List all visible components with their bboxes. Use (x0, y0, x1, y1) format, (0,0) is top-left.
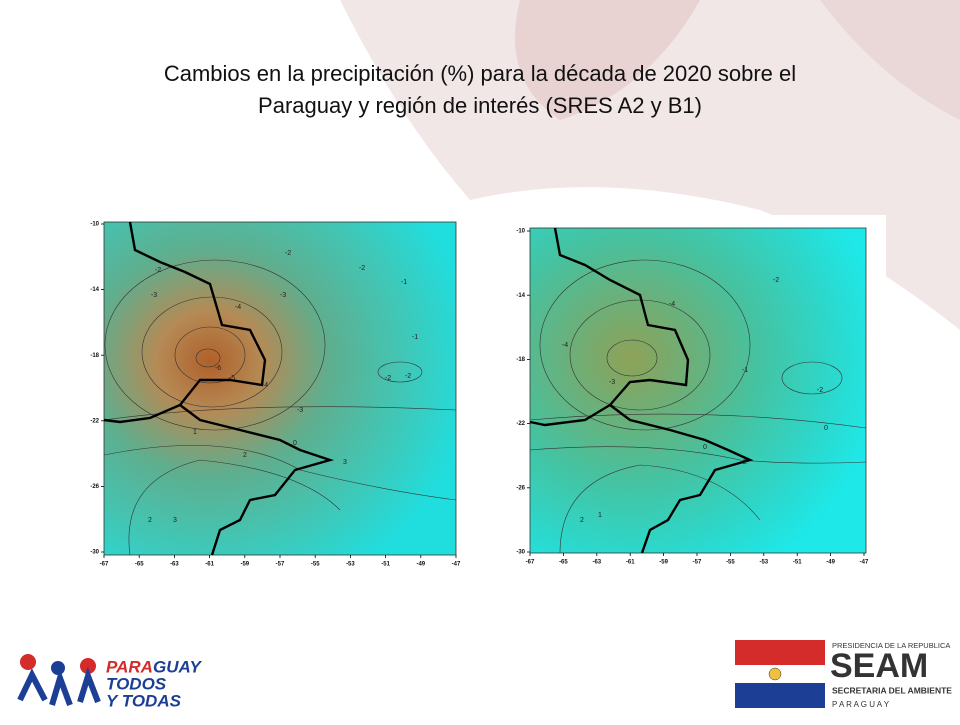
y-tick-label: -26 (90, 484, 99, 490)
x-tick-label: -55 (311, 562, 320, 568)
contour-label: 2 (743, 459, 747, 466)
contour-label: -3 (609, 379, 615, 386)
logo-text: P A R A G U A Y (832, 700, 890, 709)
logo-text: PARA (106, 657, 153, 676)
contour-label: -4 (262, 382, 268, 389)
logo-text: GUAY (153, 657, 203, 676)
contour-label: -4 (235, 304, 241, 311)
x-tick-label: -65 (559, 560, 568, 566)
contour-label: -4 (669, 301, 675, 308)
contour-label: -5 (229, 375, 235, 382)
contour-label: 1 (598, 512, 602, 519)
y-tick-label: -30 (516, 550, 525, 556)
contour-label: -2 (285, 250, 291, 257)
contour-label: -1 (401, 279, 407, 286)
background-shape (515, 0, 700, 120)
map-a2 (103, 221, 457, 556)
x-tick-label: -59 (659, 560, 668, 566)
contour-label: -3 (280, 292, 286, 299)
logo-right: PRESIDENCIA DE LA REPUBLICA SEAM SECRETA… (735, 640, 952, 709)
contour-label: 0 (703, 444, 707, 451)
x-tick-label: -59 (240, 562, 249, 568)
contour-label: -2 (385, 375, 391, 382)
y-tick-label: -10 (516, 229, 525, 235)
map-b1 (529, 227, 867, 554)
x-tick-label: -53 (346, 562, 355, 568)
x-tick-label: -61 (626, 560, 635, 566)
x-tick-label: -67 (100, 562, 109, 568)
logo-text: Y TODAS (106, 691, 182, 710)
contour-label: 2 (243, 452, 247, 459)
contour-label: -4 (562, 342, 568, 349)
logo-left: PARA GUAY TODOS Y TODAS (17, 654, 203, 710)
contour-label: -3 (297, 407, 303, 414)
x-tick-label: -61 (205, 562, 214, 568)
contour-label: 3 (343, 459, 347, 466)
contour-label: -3 (151, 292, 157, 299)
x-tick-label: -49 (826, 560, 835, 566)
y-tick-label: -26 (516, 485, 525, 491)
x-tick-label: -47 (452, 562, 461, 568)
title: Cambios en la precipitación (%) para la … (164, 61, 796, 86)
y-tick-label: -10 (90, 222, 99, 228)
x-tick-label: -57 (693, 560, 702, 566)
x-tick-label: -63 (170, 562, 179, 568)
contour-label: 0 (293, 440, 297, 447)
logo-text: PRESIDENCIA DE LA REPUBLICA (832, 641, 950, 650)
x-tick-label: -65 (135, 562, 144, 568)
x-tick-label: -63 (592, 560, 601, 566)
contour-label: -2 (773, 277, 779, 284)
x-tick-label: -51 (793, 560, 802, 566)
contour-label: -6 (215, 365, 221, 372)
x-tick-label: -51 (381, 562, 390, 568)
contour-label: -1 (742, 367, 748, 374)
logo-text: SEAM (830, 647, 928, 685)
y-tick-label: -14 (90, 287, 99, 293)
y-tick-label: -30 (90, 550, 99, 556)
contour-label: 2 (148, 517, 152, 524)
contour-label: 3 (173, 517, 177, 524)
background-shape (820, 0, 960, 120)
contour-label: -1 (412, 334, 418, 341)
x-tick-label: -57 (276, 562, 285, 568)
contour-label: -2 (817, 387, 823, 394)
background-shape (340, 0, 960, 330)
x-tick-label: -49 (416, 562, 425, 568)
y-tick-label: -22 (90, 418, 99, 424)
y-tick-label: -18 (516, 357, 525, 363)
contour-label: 1 (193, 429, 197, 436)
contour-label: 2 (580, 517, 584, 524)
y-tick-label: -22 (516, 421, 525, 427)
logo-text: SECRETARIA DEL AMBIENTE (832, 685, 952, 695)
y-tick-label: -14 (516, 293, 525, 299)
title: Paraguay y región de interés (SRES A2 y … (258, 93, 702, 118)
contour-label: 0 (824, 425, 828, 432)
y-tick-label: -18 (90, 353, 99, 359)
x-tick-label: -53 (759, 560, 768, 566)
x-tick-label: -47 (860, 560, 869, 566)
x-tick-label: -67 (526, 560, 535, 566)
logo-text: TODOS (106, 674, 167, 693)
contour-label: -2 (155, 267, 161, 274)
x-tick-label: -55 (726, 560, 735, 566)
contour-label: -2 (405, 373, 411, 380)
contour-label: -2 (359, 265, 365, 272)
